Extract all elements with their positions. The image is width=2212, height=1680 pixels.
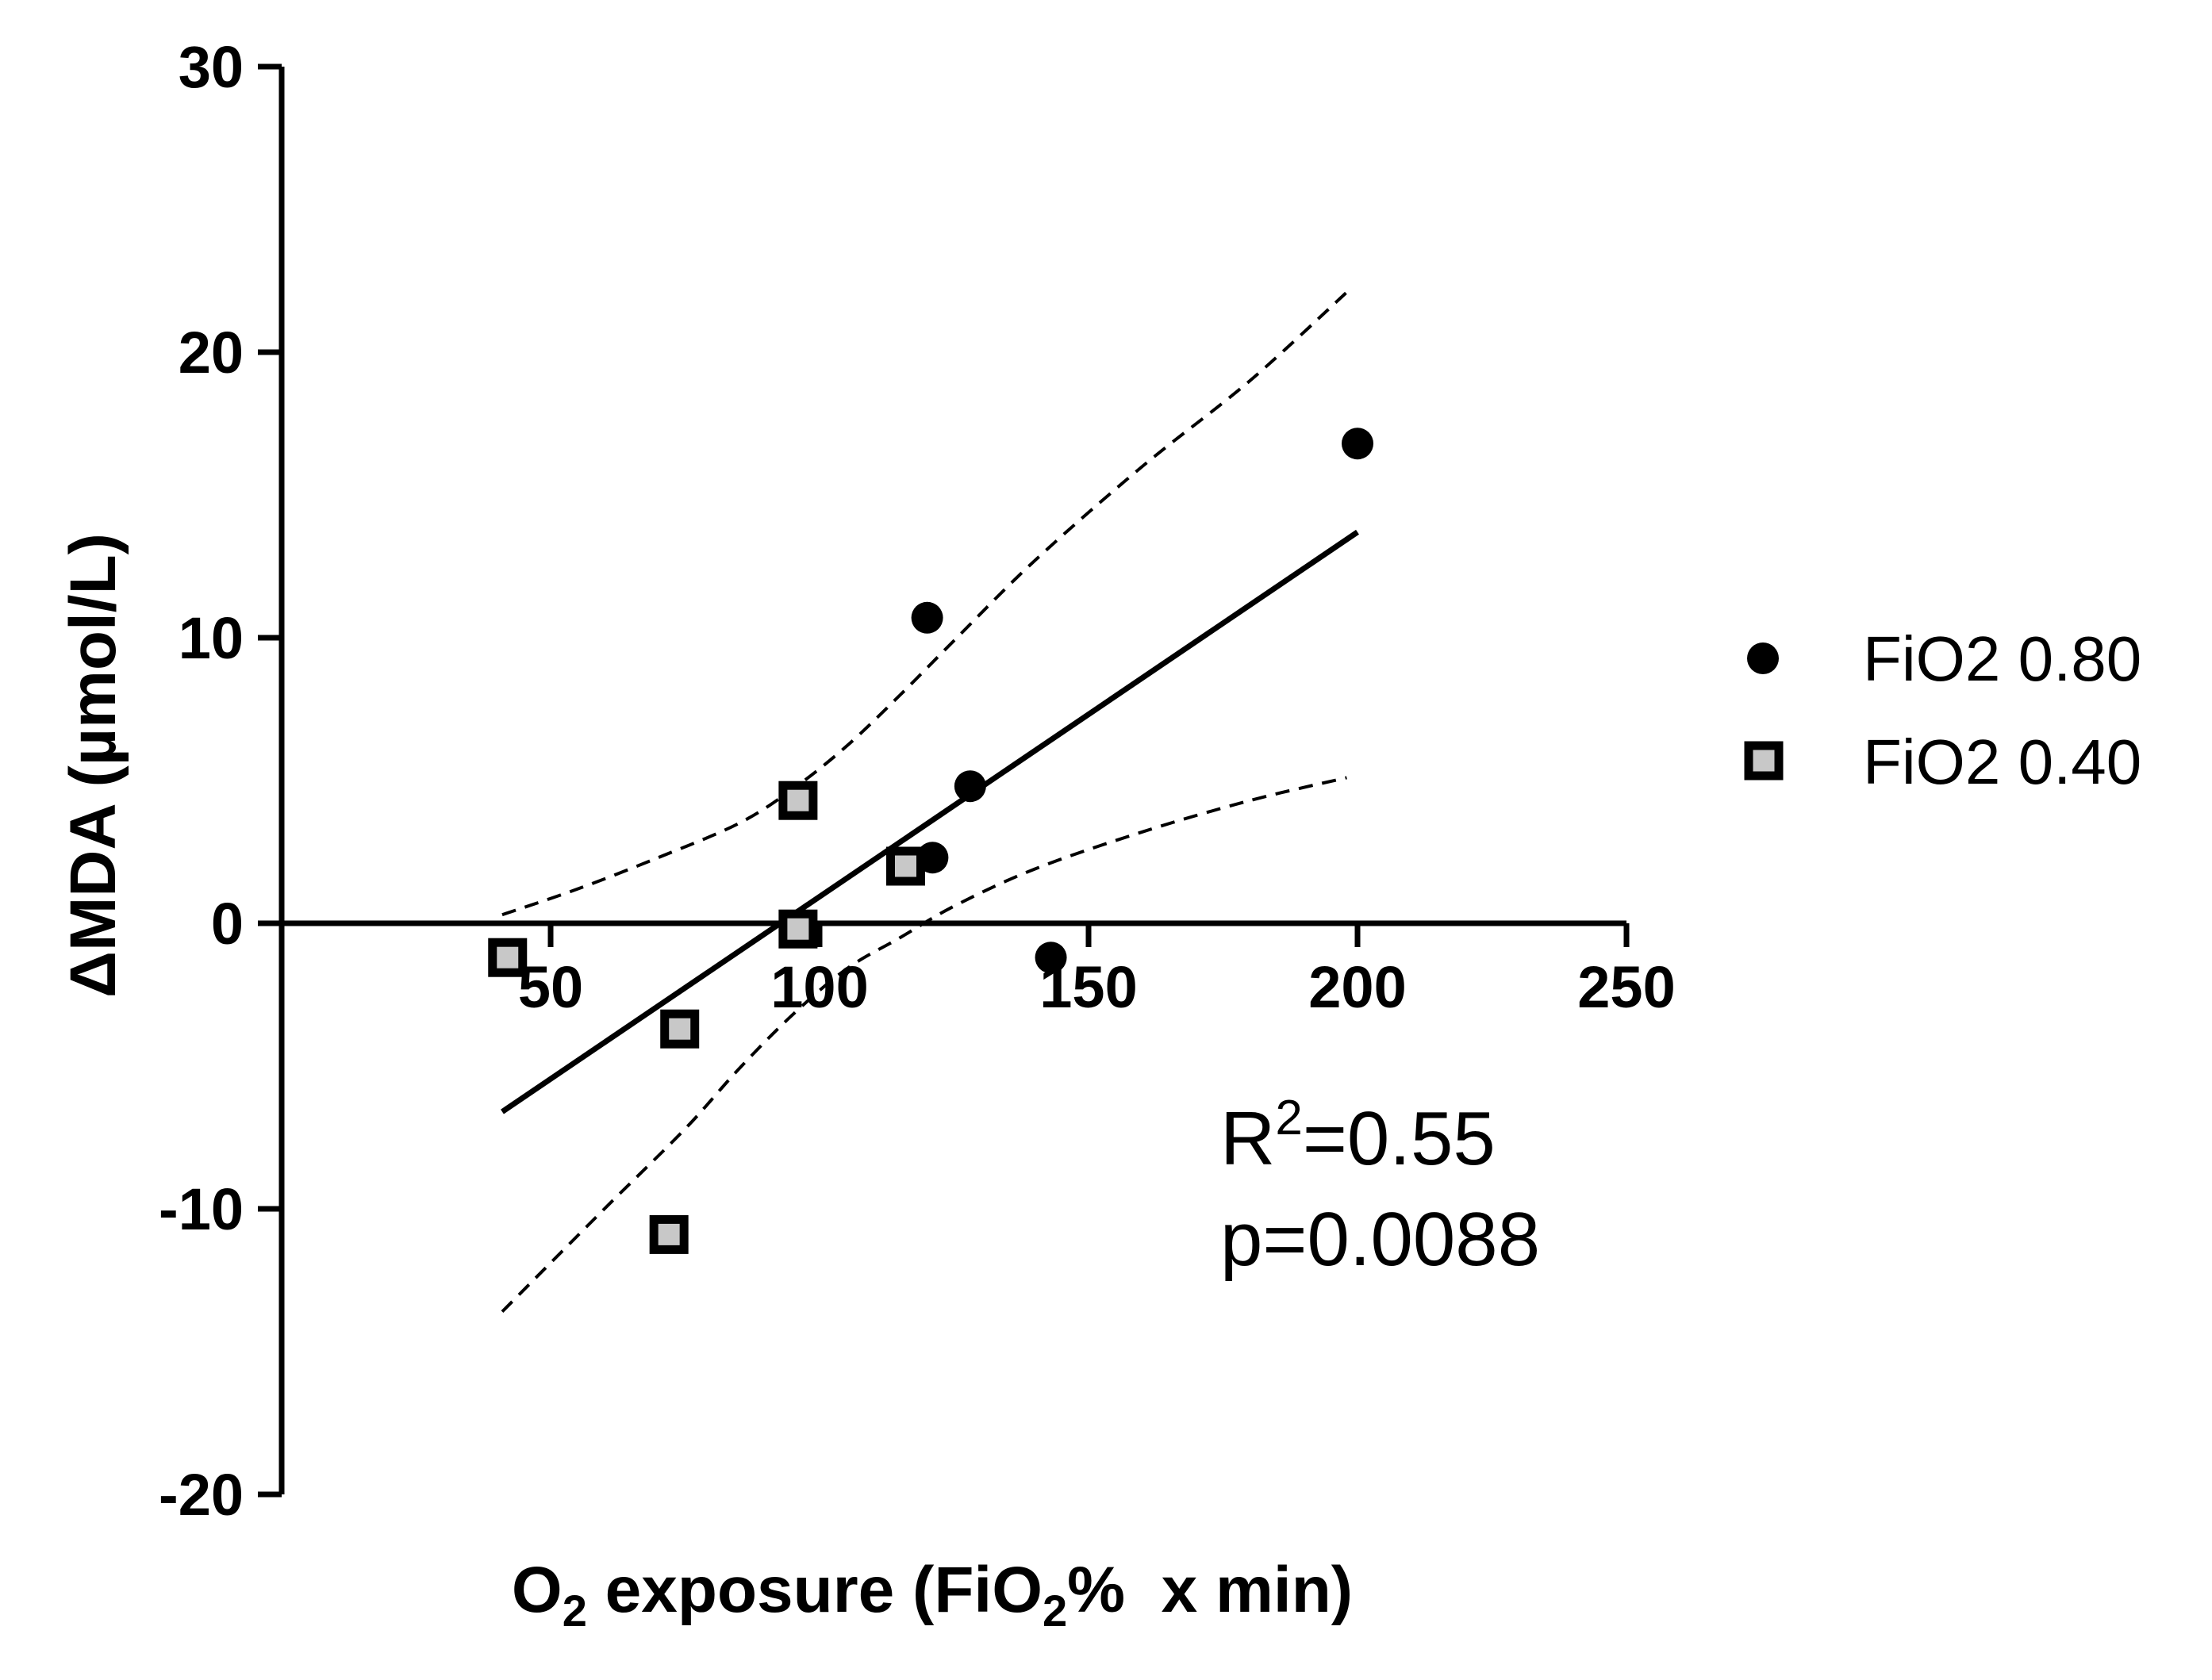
- p-value-annotation: p=0.0088: [1220, 1197, 1540, 1282]
- y-tick-label: -10: [159, 1176, 244, 1242]
- x-tick-label: 100: [770, 954, 868, 1020]
- data-point-fio2-040: [778, 781, 818, 820]
- r-squared-value: =0.55: [1303, 1096, 1496, 1181]
- y-tick-label: -20: [159, 1462, 244, 1528]
- x-axis-title: O2 exposure (FiO2% x min): [512, 1554, 1353, 1636]
- x-axis-title-part: % x min): [1067, 1554, 1353, 1626]
- data-point-fio2-040: [778, 909, 818, 949]
- data-points: [488, 428, 1373, 1254]
- y-tick-label: 30: [179, 34, 244, 100]
- legend-marker-circle: [1747, 642, 1779, 674]
- y-axis-title: ΔMDA (µmol/L): [57, 533, 129, 998]
- data-point-fio2-040: [885, 846, 925, 886]
- legend: FiO2 0.80 FiO2 0.40: [1744, 623, 2141, 797]
- x-axis-title-subscript: 2: [1043, 1586, 1067, 1636]
- x-axis-title-subscript: 2: [563, 1586, 587, 1636]
- x-axis-title-part: O: [512, 1554, 563, 1626]
- y-tick-label: 20: [179, 320, 244, 385]
- legend-label-fio2-080: FiO2 0.80: [1863, 623, 2141, 694]
- r-squared-prefix: R: [1220, 1096, 1275, 1181]
- x-tick-label: 250: [1577, 954, 1675, 1020]
- x-axis-ticks: 50 100 150 200 250: [518, 923, 1676, 1020]
- data-point-fio2-040: [660, 1009, 700, 1049]
- data-point-fio2-080: [1035, 942, 1067, 974]
- r-squared-annotation: R2=0.55: [1220, 1091, 1496, 1181]
- x-axis-title-part: exposure (FiO: [587, 1554, 1043, 1626]
- y-tick-label: 0: [211, 891, 244, 957]
- x-tick-label: 50: [518, 954, 583, 1020]
- x-tick-label: 200: [1308, 954, 1406, 1020]
- confidence-band-upper: [501, 290, 1348, 917]
- y-axis-ticks: -20 -10 0 10 20 30: [159, 34, 282, 1528]
- data-point-fio2-040: [649, 1214, 689, 1254]
- y-tick-label: 10: [179, 605, 244, 671]
- data-point-fio2-080: [1342, 428, 1373, 460]
- r-squared-superscript: 2: [1275, 1091, 1302, 1145]
- data-point-fio2-080: [911, 601, 943, 634]
- data-point-fio2-080: [954, 770, 986, 803]
- data-point-fio2-040: [488, 938, 528, 977]
- legend-marker-square: [1744, 741, 1784, 781]
- legend-label-fio2-040: FiO2 0.40: [1863, 727, 2141, 797]
- regression-line: [501, 529, 1359, 1114]
- confidence-band-lower: [501, 776, 1347, 1314]
